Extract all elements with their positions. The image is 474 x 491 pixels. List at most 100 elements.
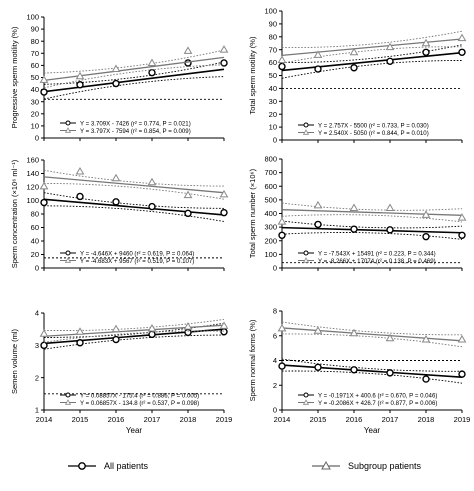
data-point-subgroup [349, 203, 359, 212]
y-tick-label: 2 [35, 373, 39, 382]
y-tick-label: 100 [26, 13, 39, 22]
x-tick-label: 2015 [72, 415, 89, 424]
confidence-band-upper [43, 192, 225, 209]
y-tick-label: 0 [273, 136, 277, 145]
y-axis-title: Progressive sperm motility (%) [10, 26, 19, 128]
regression-line [281, 51, 463, 72]
y-tick-label: 0 [273, 406, 277, 415]
y-tick-label: 500 [264, 195, 277, 204]
y-tick-label: 2 [273, 381, 277, 390]
y-tick-label: 20 [31, 109, 39, 118]
data-point-all [278, 362, 286, 370]
y-tick-label: 60 [31, 61, 39, 70]
chart-panel: 1 2 3 4 2014 2015 2016 2017 2018 2019 Semen volume… [10, 309, 232, 435]
data-point-subgroup [147, 58, 157, 66]
y-tick-label: 700 [264, 168, 277, 177]
y-tick-label: 600 [264, 182, 277, 191]
data-point-all [422, 375, 430, 383]
data-point-all [76, 339, 84, 347]
equation-label: Y = 3.797X - 7594 (r² = 0.854, P = 0.009… [80, 128, 191, 135]
regression-line [43, 176, 225, 194]
equation-label: Y = -0.1971X + 400.6 (r² = 0.670, P = 0.… [318, 392, 437, 399]
chart-panel: 0 20 40 60 80 100 120 140 160 Sperm concentration… [10, 156, 229, 273]
equation-legend-marker [303, 122, 309, 128]
equation-label: Y = 2.757X - 5500 (r² = 0.733, P = 0.030… [318, 122, 429, 129]
chart-panel: 0 10 20 30 40 50 60 70 80 90 100 Progressive sperm … [10, 13, 229, 143]
data-point-all [350, 225, 358, 233]
x-tick-label: 2016 [108, 415, 125, 424]
data-point-all [40, 198, 48, 207]
confidence-band-upper [281, 358, 463, 372]
y-tick-label: 80 [269, 32, 277, 41]
confidence-band-upper [43, 61, 225, 85]
data-point-all [148, 68, 156, 77]
y-axis-title: Semen volume (ml) [10, 328, 19, 394]
data-point-subgroup [457, 334, 467, 343]
y-axis-title: Sperm concentration (×10⁶ ml⁻¹) [10, 159, 19, 268]
x-tick-label: 2014 [274, 415, 291, 424]
data-point-subgroup [313, 200, 323, 209]
chart-panel: 0 10 20 30 40 50 60 70 80 90 100 Total sperm motili… [248, 7, 467, 145]
figure-legend: All patients Subgroup patients [68, 460, 422, 471]
legend-all-marker [78, 462, 86, 470]
legend-subgroup-label: Subgroup patients [348, 461, 422, 471]
equation-legend-marker [302, 129, 310, 135]
data-point-all [148, 202, 156, 211]
data-point-all [314, 363, 322, 372]
y-tick-label: 8 [273, 307, 277, 316]
regression-line [43, 324, 225, 337]
data-point-subgroup [349, 47, 359, 56]
x-tick-label: 2015 [310, 415, 327, 424]
data-point-subgroup [421, 210, 431, 218]
data-point-subgroup [111, 324, 121, 333]
y-tick-label: 1 [35, 406, 39, 415]
data-point-subgroup [111, 173, 121, 182]
y-tick-label: 6 [273, 331, 277, 340]
regression-line [43, 198, 225, 216]
y-tick-label: 30 [31, 97, 39, 106]
x-axis-title: Year [364, 426, 381, 435]
data-point-subgroup [183, 190, 193, 199]
y-tick-label: 70 [31, 49, 39, 58]
equation-label: Y = -0.2086X + 426.7 (r² = 0.877, P = 0.… [318, 400, 437, 407]
x-tick-label: 2018 [180, 415, 197, 424]
data-point-all [184, 209, 192, 218]
y-tick-label: 50 [31, 73, 39, 82]
equation-label: Y = -7.543X + 15491 (r² = 0.223, P = 0.3… [318, 250, 436, 257]
data-point-subgroup [183, 322, 193, 330]
y-tick-label: 90 [31, 25, 39, 34]
y-tick-label: 120 [26, 183, 39, 192]
equation-legend-marker [303, 392, 309, 398]
data-point-all [76, 192, 84, 201]
y-tick-label: 800 [264, 155, 277, 164]
y-tick-label: 20 [31, 250, 39, 259]
data-point-all [76, 81, 84, 89]
data-point-subgroup [313, 50, 323, 58]
equation-label: Y = -4.646X + 9460 (r² = 0.619, P = 0.06… [80, 250, 194, 257]
data-point-subgroup [147, 324, 157, 332]
data-point-subgroup [147, 177, 157, 186]
chart-panel: 0 100 200 300 400 500 600 700 800 Total sperm num… [248, 155, 467, 273]
x-tick-label: 2017 [144, 415, 161, 424]
y-tick-label: 4 [273, 356, 277, 365]
data-point-subgroup [421, 334, 431, 343]
data-point-subgroup [277, 55, 287, 64]
data-point-all [386, 57, 394, 66]
data-point-subgroup [385, 333, 395, 342]
data-point-all [112, 79, 120, 88]
confidence-band-lower [43, 76, 225, 100]
y-tick-label: 40 [31, 237, 39, 246]
equation-legend-marker [65, 392, 71, 398]
data-point-subgroup [385, 42, 395, 51]
y-tick-label: 140 [26, 169, 39, 178]
data-point-all [220, 328, 228, 336]
confidence-band-upper [282, 44, 463, 64]
y-tick-label: 70 [269, 45, 277, 54]
confidence-band-upper [43, 169, 224, 187]
data-point-all [278, 231, 286, 240]
confidence-band-upper [43, 318, 225, 331]
confidence-band-lower [281, 333, 463, 348]
data-point-all [458, 370, 466, 378]
equation-legend-marker [64, 127, 72, 133]
data-point-all [458, 48, 466, 56]
